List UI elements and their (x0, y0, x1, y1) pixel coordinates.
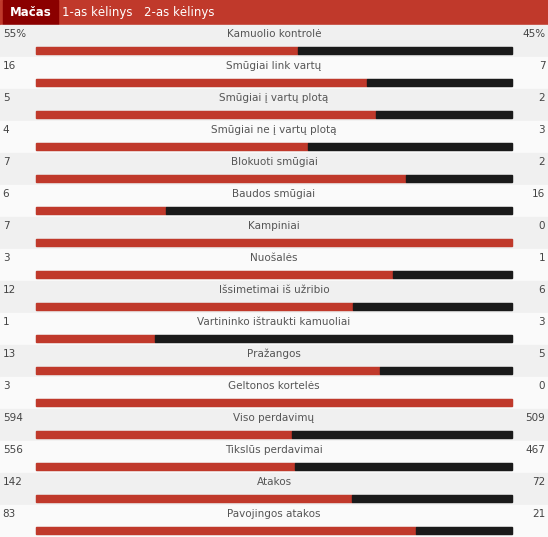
Bar (367, 79, 512, 86)
Bar (308, 143, 512, 150)
Text: 509: 509 (526, 413, 545, 423)
Bar (36, 495, 352, 502)
Text: 2-as kėlinys: 2-as kėlinys (144, 6, 215, 19)
Bar (36, 463, 512, 470)
Text: Geltonos kortelės: Geltonos kortelės (228, 381, 320, 391)
Text: 13: 13 (3, 349, 16, 359)
Bar (36, 175, 512, 182)
Text: 4: 4 (3, 125, 9, 135)
Text: 83: 83 (3, 509, 16, 519)
Bar (155, 335, 512, 342)
Bar (298, 47, 512, 54)
Text: Blokuoti smūgiai: Blokuoti smūgiai (231, 157, 317, 167)
Bar (36, 143, 512, 150)
Bar (36, 143, 308, 150)
Bar (165, 207, 512, 214)
Bar (407, 175, 512, 182)
Text: 1: 1 (3, 317, 9, 327)
Text: 16: 16 (3, 61, 16, 71)
Bar (36, 271, 393, 278)
Text: Atakos: Atakos (256, 477, 292, 487)
Bar (293, 431, 512, 438)
Bar (36, 367, 380, 374)
Bar (36, 495, 512, 502)
Bar (36, 431, 512, 438)
Bar (380, 367, 512, 374)
Text: 1: 1 (539, 253, 545, 263)
Text: 45%: 45% (522, 29, 545, 39)
Bar (36, 111, 512, 118)
Text: 0: 0 (539, 221, 545, 231)
Text: Baudos smūgiai: Baudos smūgiai (232, 189, 316, 199)
Bar (376, 111, 512, 118)
Bar (36, 111, 376, 118)
Bar (36, 367, 512, 374)
Text: 467: 467 (526, 445, 545, 455)
Bar (352, 495, 512, 502)
Bar (36, 463, 295, 470)
Text: 2: 2 (539, 157, 545, 167)
Text: 7: 7 (539, 61, 545, 71)
Bar (36, 47, 512, 54)
Text: Kamuolio kontrolė: Kamuolio kontrolė (227, 29, 321, 39)
Text: Pavojingos atakos: Pavojingos atakos (227, 509, 321, 519)
Bar (3, 0, 58, 25)
Bar (353, 303, 512, 310)
Bar (36, 527, 416, 534)
Text: 0: 0 (539, 381, 545, 391)
Text: Nuošalės: Nuošalės (250, 253, 298, 263)
Text: Smūgiai link vartų: Smūgiai link vartų (226, 61, 322, 71)
Bar (36, 303, 512, 310)
Text: Mačas: Mačas (9, 6, 52, 19)
Text: 55%: 55% (3, 29, 26, 39)
Text: 3: 3 (3, 253, 9, 263)
Bar (36, 239, 512, 246)
Bar (295, 463, 512, 470)
Text: Kampiniai: Kampiniai (248, 221, 300, 231)
Bar (36, 399, 512, 406)
Bar (36, 207, 165, 214)
Text: Tikslūs perdavimai: Tikslūs perdavimai (225, 445, 323, 455)
Bar (36, 335, 155, 342)
Bar (36, 271, 512, 278)
Text: 7: 7 (3, 221, 9, 231)
Text: 6: 6 (3, 189, 9, 199)
Bar (36, 47, 298, 54)
Text: Išsimetimai iš užribio: Išsimetimai iš užribio (219, 285, 329, 295)
Text: 3: 3 (539, 125, 545, 135)
Bar (36, 79, 512, 86)
Text: 16: 16 (532, 189, 545, 199)
Text: 12: 12 (3, 285, 16, 295)
Text: 556: 556 (3, 445, 22, 455)
Text: 5: 5 (3, 93, 9, 103)
Bar (36, 335, 512, 342)
Text: 2: 2 (539, 93, 545, 103)
Text: Smūgiai ne į vartų plotą: Smūgiai ne į vartų plotą (211, 125, 337, 135)
Bar (36, 239, 512, 246)
Text: 72: 72 (532, 477, 545, 487)
Bar (416, 527, 512, 534)
Bar (36, 431, 293, 438)
Bar (36, 175, 407, 182)
Text: Smūgiai į vartų plotą: Smūgiai į vartų plotą (219, 93, 329, 103)
Text: 3: 3 (539, 317, 545, 327)
Bar (36, 527, 512, 534)
Bar (36, 399, 512, 406)
Text: 1-as kėlinys: 1-as kėlinys (62, 6, 133, 19)
Text: 3: 3 (3, 381, 9, 391)
Bar (393, 271, 512, 278)
Text: 7: 7 (3, 157, 9, 167)
Text: 21: 21 (532, 509, 545, 519)
Text: 142: 142 (3, 477, 22, 487)
Text: Vartininko ištraukti kamuoliai: Vartininko ištraukti kamuoliai (197, 317, 351, 327)
Text: 6: 6 (539, 285, 545, 295)
Bar (36, 79, 367, 86)
Text: 594: 594 (3, 413, 22, 423)
Text: Pražangos: Pražangos (247, 349, 301, 359)
Text: 5: 5 (539, 349, 545, 359)
Text: Viso perdavimų: Viso perdavimų (233, 413, 315, 423)
Bar (36, 207, 512, 214)
Bar (36, 303, 353, 310)
